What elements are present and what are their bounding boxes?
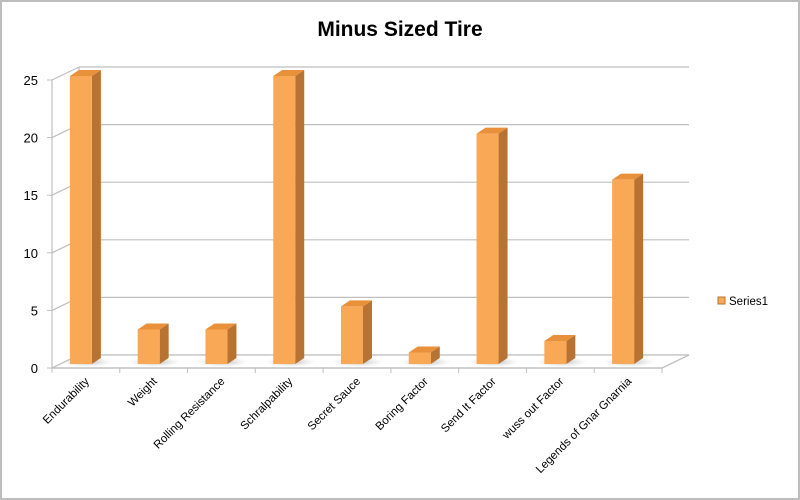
y-tick-label: 15 [24,188,38,203]
y-tick-label: 20 [24,131,38,146]
legend-label: Series1 [729,296,768,308]
bar [535,334,588,367]
x-tick-label: Rolling Resistance [152,376,228,452]
bar [332,300,384,367]
x-tick-label: Boring Factor [374,376,431,433]
bar [399,346,452,367]
bar [603,173,656,367]
y-tick-label: 5 [31,303,38,318]
x-tick-label: Secret Sauce [306,376,363,433]
y-tick-label: 0 [31,361,38,376]
bar [264,70,317,367]
chart-title: Minus Sized Tire [317,18,483,41]
x-tick-label: Endurability [41,375,92,426]
bar [196,323,249,367]
bar [60,70,113,367]
x-tick-label: wuss out Factor [500,376,567,443]
x-tick-label: Schralpability [238,375,295,432]
bar [128,323,181,367]
x-tick-label: Send It Factor [439,376,499,436]
bar [467,127,520,367]
y-tick-label: 10 [24,246,38,261]
legend: Series1 [717,296,768,308]
x-tick-label: Weight [126,375,160,409]
y-tick-label: 25 [24,73,38,88]
